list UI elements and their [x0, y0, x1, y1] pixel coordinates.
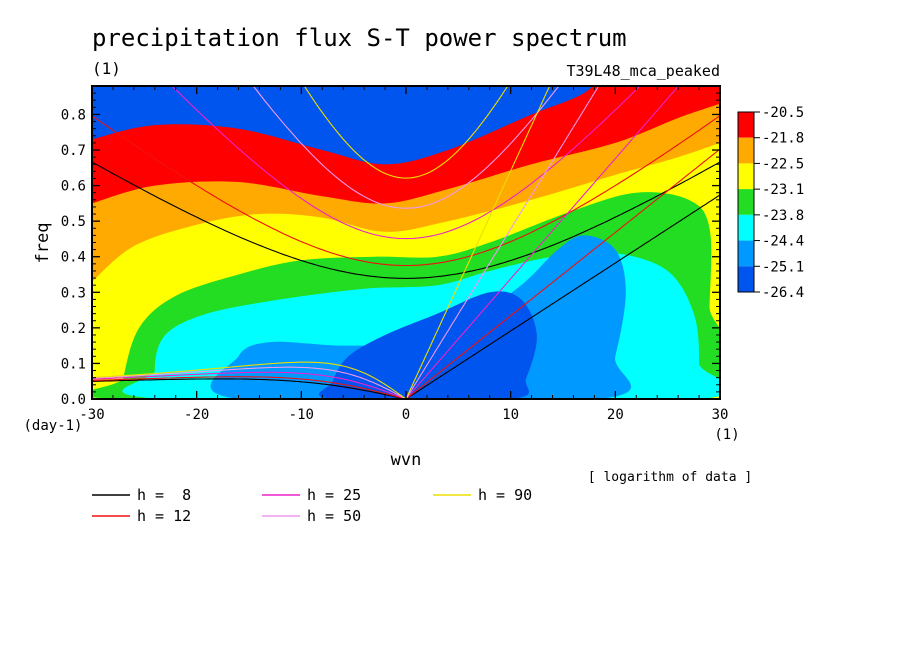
gravity-line-h25	[171, 86, 641, 240]
colorbar-label: -23.1	[762, 182, 804, 198]
plot-area	[92, 86, 720, 399]
y-units-label: (day-1)	[23, 418, 82, 434]
legend-label: h = 50	[307, 507, 361, 525]
y-tick-label: 0.3	[61, 285, 86, 301]
colorbar-label: -26.4	[762, 285, 804, 301]
legend-label: h = 8	[137, 486, 191, 504]
y-tick-label: 0.2	[61, 321, 86, 337]
y-axis-label: freq	[33, 223, 53, 264]
y-tick-label: 0.5	[61, 214, 86, 230]
contour-band-8	[318, 291, 537, 399]
chart-title: precipitation flux S-T power spectrum	[92, 24, 627, 52]
colorbar-swatch	[738, 240, 754, 267]
y-tick-label: 0.1	[61, 356, 86, 372]
x-tick-label: 10	[502, 407, 519, 423]
x-tick-label: 30	[712, 407, 729, 423]
rossby-line-h90	[92, 361, 407, 399]
y-tick-label: 0.0	[61, 392, 86, 408]
colorbar-swatch	[738, 112, 754, 138]
gravity-line-h90	[303, 86, 509, 179]
log-note: [ logarithm of data ]	[588, 470, 752, 485]
rossby-line-h25	[92, 371, 407, 399]
x-tick-label: -30	[79, 407, 104, 423]
colorbar-label: -21.8	[762, 131, 804, 147]
colorbar: -20.5 -21.8 -22.5 -23.1 -23.8 -24.4 -25.1 -26.4	[737, 105, 804, 301]
colorbar-swatch	[738, 266, 754, 292]
kelvin-line-h12	[405, 148, 720, 399]
colorbar-swatch	[738, 137, 754, 164]
colorbar-label: -20.5	[762, 105, 804, 121]
colorbar-label: -24.4	[762, 234, 804, 250]
colorbar-swatch	[738, 163, 754, 190]
rossby-line-h12	[92, 376, 407, 399]
x-units-label: (1)	[714, 427, 739, 443]
y-tick-label: 0.8	[61, 107, 86, 123]
kelvin-line-h8	[405, 194, 720, 399]
kelvin-line-h50	[405, 86, 600, 399]
gravity-line-h8	[92, 161, 720, 279]
legend-label: h = 25	[307, 486, 361, 504]
legend-label: h = 90	[478, 486, 532, 504]
colorbar-frame	[737, 111, 755, 293]
x-tick-label: 0	[402, 407, 410, 423]
x-tick-label: -20	[184, 407, 209, 423]
gravity-line-h12	[92, 115, 720, 267]
y-tick-label: 0.4	[61, 250, 86, 266]
x-tick-label: -10	[289, 407, 314, 423]
legend: h = 8 h = 12 h = 25 h = 50 h = 90	[92, 486, 532, 525]
colorbar-swatch	[738, 189, 754, 215]
rossby-line-h50	[92, 366, 407, 399]
x-axis-label: wvn	[391, 450, 422, 470]
legend-label: h = 12	[137, 507, 191, 525]
kelvin-line-h90	[405, 86, 551, 399]
x-tick-label: 20	[607, 407, 624, 423]
colorbar-label: -22.5	[762, 156, 804, 172]
units-label: (1)	[92, 59, 121, 78]
experiment-label: T39L48_mca_peaked	[566, 62, 720, 80]
y-tick-label: 0.6	[61, 179, 86, 195]
colorbar-label: -25.1	[762, 259, 804, 275]
colorbar-label: -23.8	[762, 208, 804, 224]
kelvin-line-h25	[405, 86, 680, 399]
gravity-line-h50	[252, 86, 560, 209]
colorbar-swatch	[738, 214, 754, 241]
y-tick-label: 0.7	[61, 143, 86, 159]
rossby-line-h8	[92, 378, 407, 399]
